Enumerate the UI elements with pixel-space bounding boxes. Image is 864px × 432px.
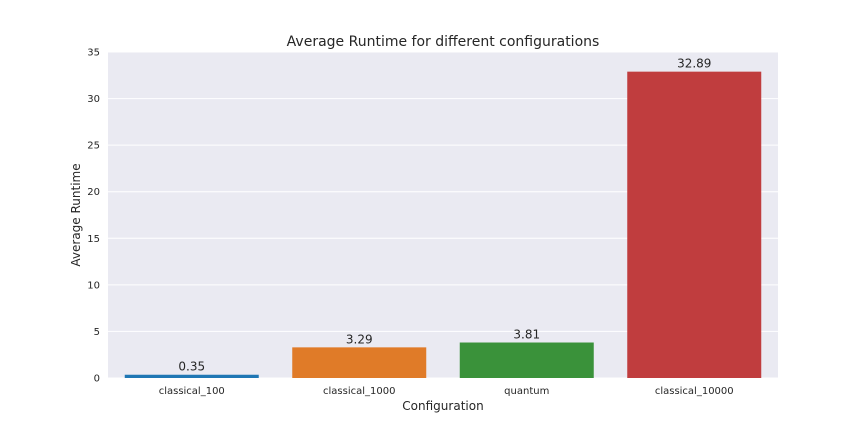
y-tick-label: 10 — [87, 280, 100, 291]
bars — [124, 71, 762, 379]
data-label: 3.81 — [513, 328, 540, 342]
x-axis-label: Configuration — [402, 399, 483, 413]
bar-classical-10000 — [627, 71, 762, 379]
chart-title: Average Runtime for different configurat… — [287, 34, 600, 50]
y-tick-label: 0 — [94, 374, 100, 385]
y-tick-label: 5 — [94, 327, 100, 338]
data-label: 0.35 — [178, 360, 205, 374]
bar-quantum — [459, 342, 594, 378]
x-tick-label: classical_10000 — [655, 386, 734, 397]
x-tick-labels: classical_100 classical_1000 quantum classi… — [159, 386, 734, 397]
bar-classical-1000 — [292, 347, 427, 378]
y-tick-label: 30 — [87, 94, 100, 105]
y-tick-label: 35 — [87, 48, 100, 59]
x-tick-label: classical_100 — [159, 386, 225, 397]
bar-classical-100 — [124, 374, 259, 378]
y-axis-label: Average Runtime — [69, 163, 83, 266]
x-tick-label: quantum — [504, 386, 549, 397]
y-tick-labels: 0 5 10 15 20 25 30 35 — [87, 48, 100, 385]
y-tick-label: 15 — [87, 234, 100, 245]
data-label: 3.29 — [346, 332, 373, 346]
y-tick-label: 25 — [87, 141, 100, 152]
x-tick-label: classical_1000 — [323, 386, 395, 397]
y-tick-label: 20 — [87, 187, 100, 198]
data-label: 32.89 — [677, 57, 711, 71]
data-labels: 0.35 3.29 3.81 32.89 — [178, 57, 711, 374]
